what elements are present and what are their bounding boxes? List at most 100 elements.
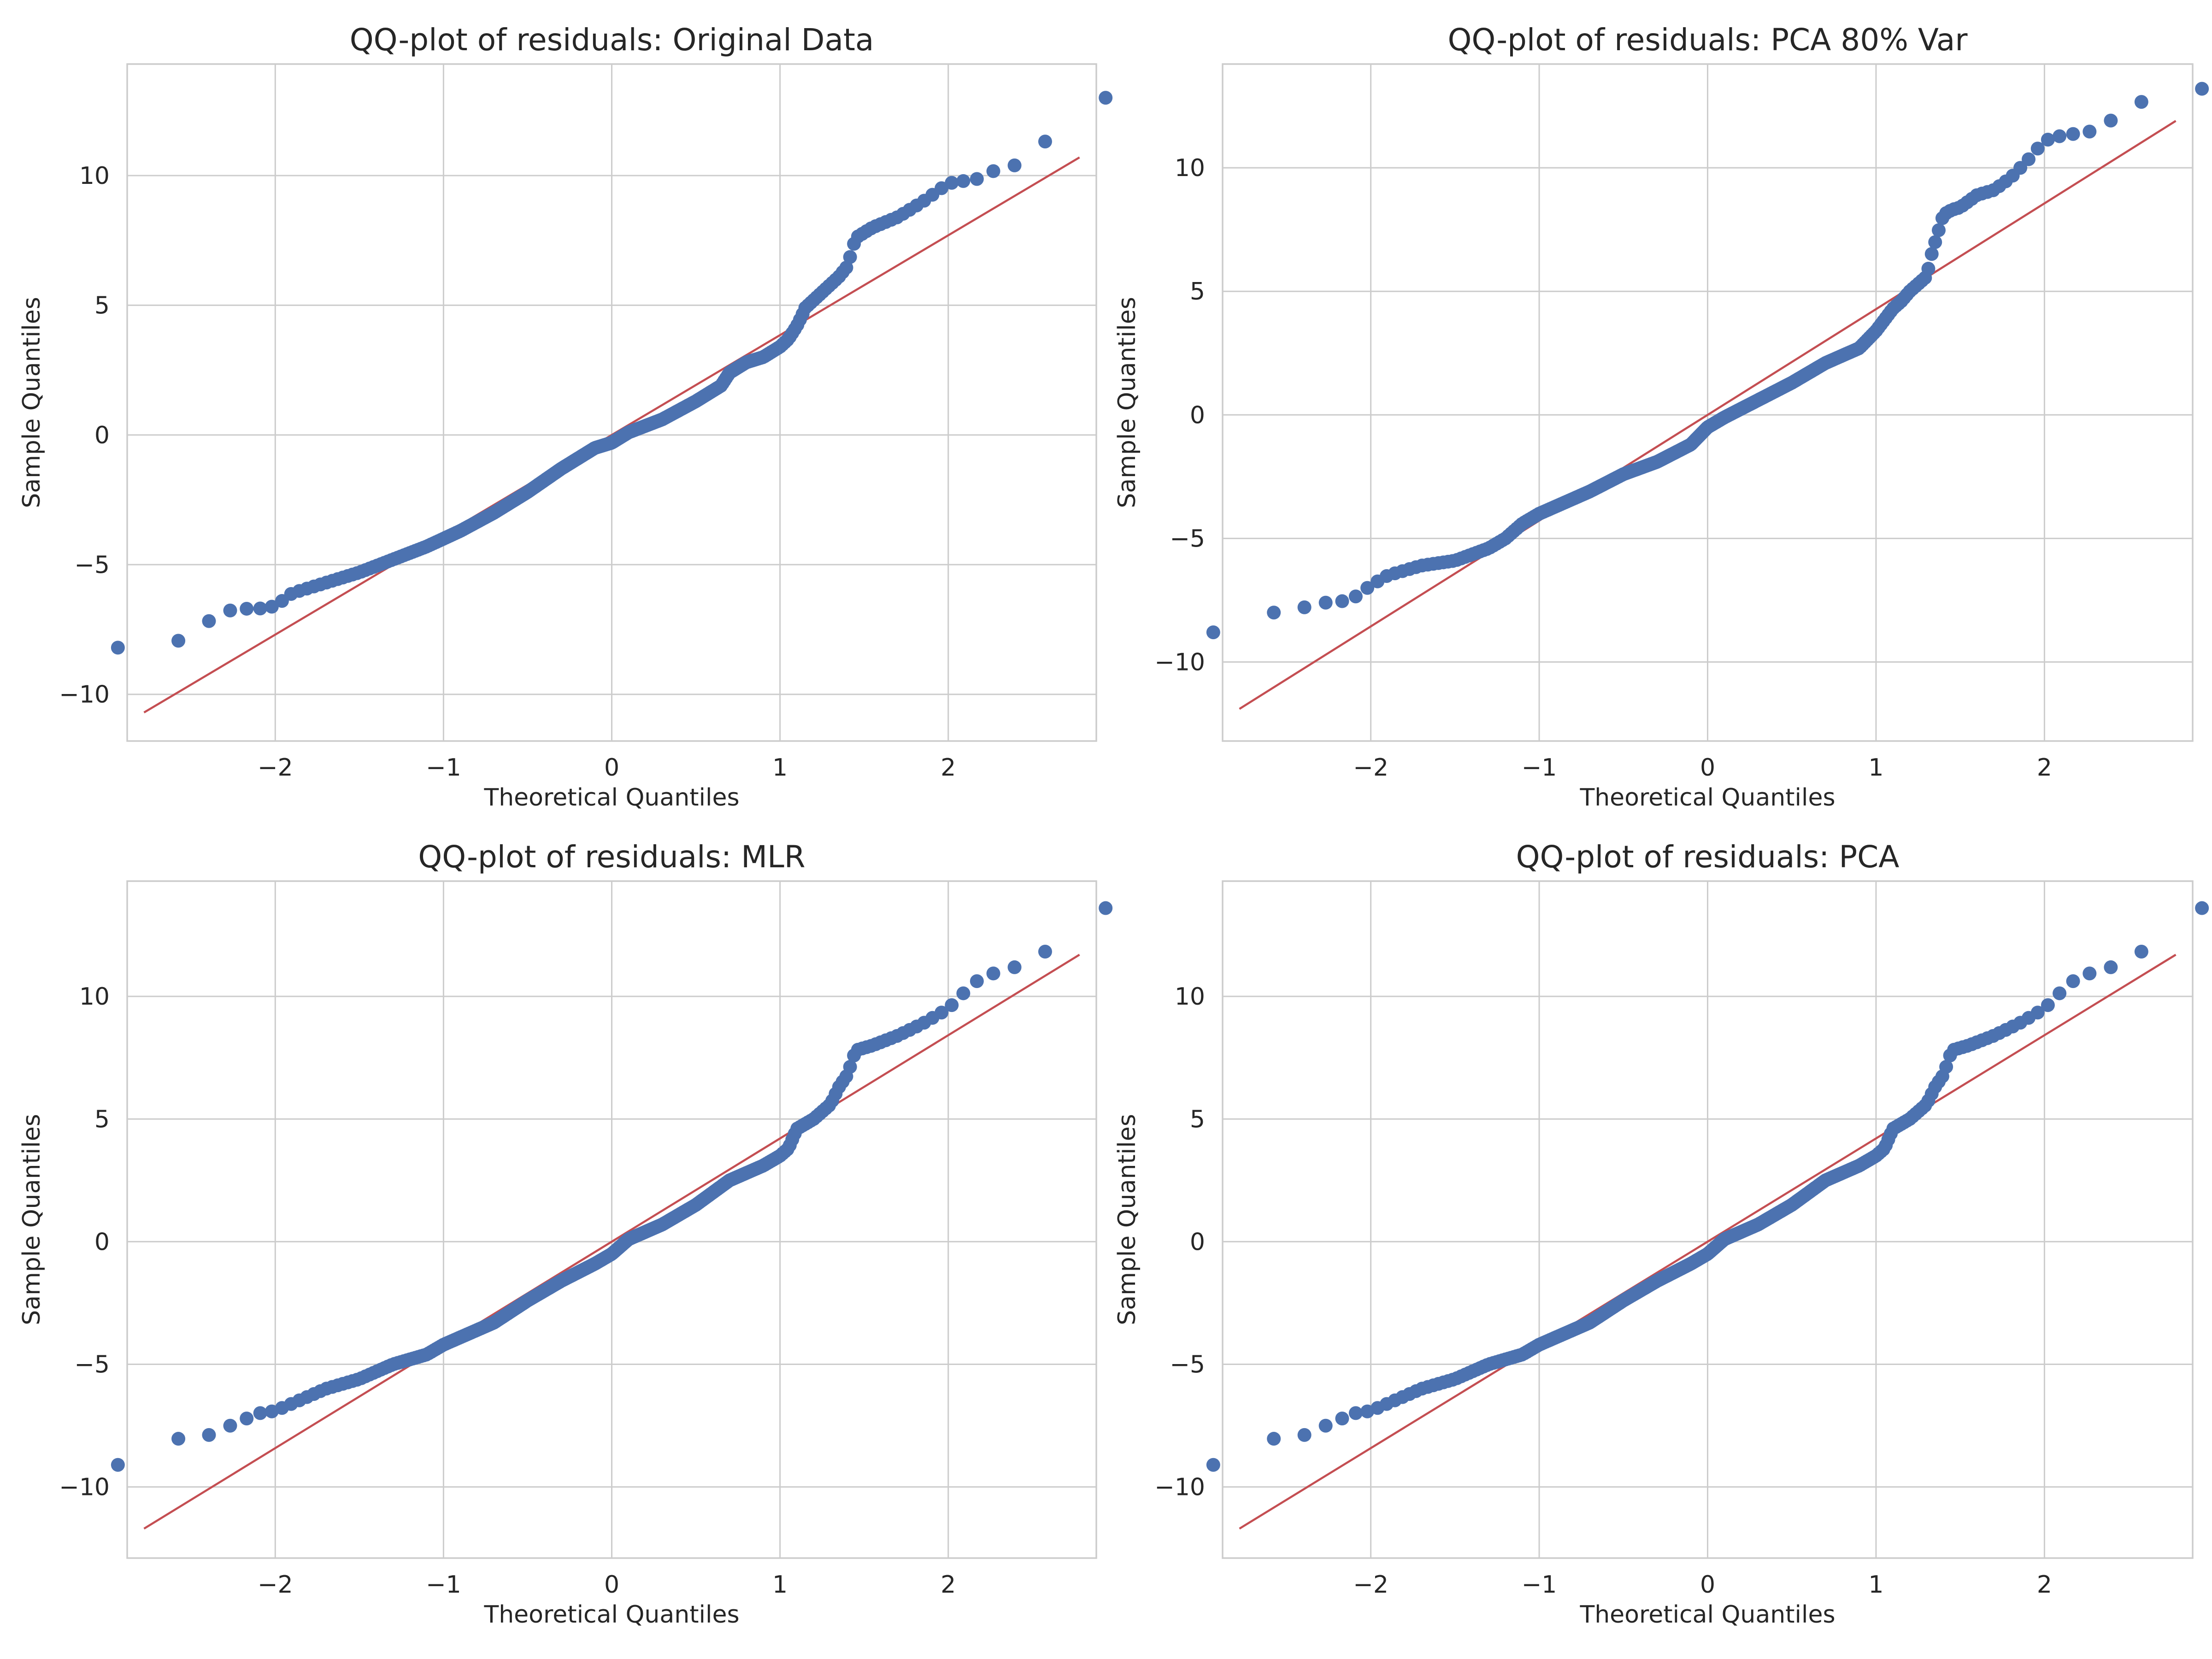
sample-point bbox=[1924, 247, 1939, 261]
y-axis-label: Sample Quantiles bbox=[1113, 1114, 1141, 1325]
y-tick-label: 10 bbox=[1175, 154, 1205, 182]
x-axis-label: Theoretical Quantiles bbox=[483, 1601, 739, 1629]
y-axis-label: Sample Quantiles bbox=[18, 1114, 46, 1325]
x-tick-label: −1 bbox=[426, 754, 461, 782]
sample-point bbox=[2066, 974, 2080, 988]
chart-title: QQ-plot of residuals: PCA 80% Var bbox=[1447, 22, 1968, 58]
sample-point bbox=[986, 966, 1000, 981]
x-tick-label: −2 bbox=[1353, 754, 1388, 782]
sample-point bbox=[2053, 129, 2067, 143]
sample-point bbox=[2041, 133, 2055, 147]
chart-title: QQ-plot of residuals: PCA bbox=[1516, 839, 1900, 875]
sample-point bbox=[1099, 91, 1113, 105]
sample-point bbox=[223, 603, 237, 618]
sample-point bbox=[2022, 152, 2036, 166]
x-tick-label: 0 bbox=[1700, 754, 1715, 782]
y-tick-label: −10 bbox=[1154, 648, 1205, 676]
sample-point bbox=[1007, 960, 1022, 974]
x-tick-label: 1 bbox=[1868, 754, 1883, 782]
x-tick-label: 2 bbox=[2037, 754, 2052, 782]
x-axis-label: Theoretical Quantiles bbox=[483, 784, 739, 812]
reference-line bbox=[1239, 120, 2177, 710]
sample-points bbox=[111, 901, 1113, 1472]
sample-point bbox=[1348, 589, 1363, 604]
sample-point bbox=[2104, 960, 2118, 974]
sample-point bbox=[1038, 135, 1052, 149]
sample-point bbox=[2053, 986, 2067, 1000]
sample-point bbox=[1348, 1406, 1363, 1420]
sample-point bbox=[970, 974, 984, 988]
sample-point bbox=[945, 998, 959, 1012]
sample-point bbox=[2066, 127, 2080, 141]
sample-point bbox=[970, 172, 984, 186]
y-tick-label: −10 bbox=[59, 1474, 110, 1501]
sample-point bbox=[1931, 223, 1946, 237]
y-axis-label: Sample Quantiles bbox=[18, 297, 46, 508]
y-axis-label: Sample Quantiles bbox=[1113, 297, 1141, 508]
sample-point bbox=[1297, 600, 1312, 614]
sample-point bbox=[1206, 625, 1220, 640]
sample-point bbox=[240, 1412, 254, 1426]
sample-point bbox=[2104, 113, 2118, 128]
x-tick-label: 0 bbox=[604, 1571, 619, 1599]
sample-point bbox=[2134, 945, 2148, 959]
sample-point bbox=[1007, 158, 1022, 172]
y-tick-label: 5 bbox=[94, 292, 110, 319]
sample-point bbox=[2030, 141, 2045, 156]
sample-point bbox=[1318, 1418, 1333, 1433]
x-tick-label: 1 bbox=[772, 1571, 788, 1599]
x-tick-label: 2 bbox=[2037, 1571, 2052, 1599]
y-tick-label: −5 bbox=[74, 551, 110, 579]
x-tick-label: −1 bbox=[1522, 1571, 1557, 1599]
sample-point bbox=[1206, 1458, 1220, 1472]
reference-line bbox=[1239, 953, 2177, 1530]
sample-point bbox=[1335, 594, 1349, 608]
y-tick-label: 5 bbox=[1190, 278, 1205, 306]
y-tick-label: −5 bbox=[1170, 525, 1205, 553]
y-tick-label: 0 bbox=[1190, 1228, 1205, 1256]
x-tick-label: 0 bbox=[1700, 1571, 1715, 1599]
sample-point bbox=[111, 1458, 125, 1472]
axes-frame bbox=[126, 63, 1097, 742]
sample-point bbox=[202, 1428, 216, 1442]
sample-point bbox=[1267, 1432, 1281, 1446]
y-tick-label: −10 bbox=[59, 681, 110, 709]
sample-point bbox=[956, 174, 971, 188]
y-tick-label: 0 bbox=[94, 422, 110, 449]
y-tick-label: −5 bbox=[1170, 1351, 1205, 1379]
y-tick-label: 5 bbox=[1190, 1106, 1205, 1133]
sample-point bbox=[2030, 1006, 2045, 1020]
x-tick-label: 1 bbox=[1868, 1571, 1883, 1599]
axes-frame bbox=[1222, 880, 2194, 1559]
x-tick-label: −1 bbox=[1522, 754, 1557, 782]
x-tick-label: −1 bbox=[426, 1571, 461, 1599]
sample-point bbox=[1267, 606, 1281, 620]
y-tick-label: 0 bbox=[94, 1228, 110, 1256]
x-tick-label: 1 bbox=[772, 754, 788, 782]
sample-point bbox=[253, 601, 267, 616]
y-tick-label: −10 bbox=[1154, 1474, 1205, 1501]
sample-point bbox=[1335, 1412, 1349, 1426]
sample-point bbox=[956, 986, 971, 1000]
sample-point bbox=[171, 1432, 186, 1446]
x-axis-label: Theoretical Quantiles bbox=[1579, 784, 1835, 812]
sample-point bbox=[1928, 235, 1942, 249]
sample-point bbox=[111, 641, 125, 655]
sample-point bbox=[1038, 945, 1052, 959]
sample-point bbox=[202, 614, 216, 628]
sample-point bbox=[223, 1418, 237, 1433]
sample-point bbox=[2195, 901, 2209, 915]
sample-point bbox=[1360, 581, 1375, 595]
sample-point bbox=[2041, 998, 2055, 1012]
sample-point bbox=[1939, 1060, 1953, 1074]
axes-frame bbox=[1222, 63, 2194, 742]
sample-point bbox=[935, 1006, 949, 1020]
x-tick-label: 0 bbox=[604, 754, 619, 782]
y-tick-label: 10 bbox=[79, 983, 110, 1011]
sample-points bbox=[111, 91, 1113, 655]
sample-points bbox=[1206, 82, 2209, 640]
